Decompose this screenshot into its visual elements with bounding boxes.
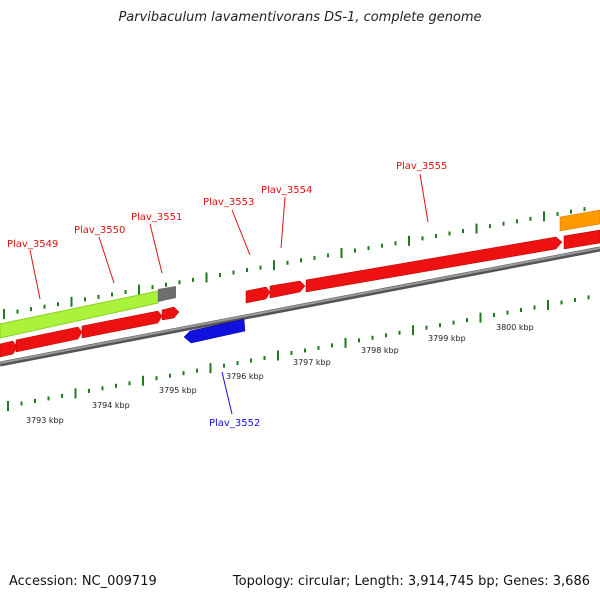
outer-tick-row (3, 207, 586, 319)
label-connectors (29, 173, 429, 415)
gene-arrow-forward[interactable] (245, 286, 271, 304)
gene-arrow-forward[interactable] (15, 326, 83, 353)
gene-arrow-forward[interactable] (563, 229, 600, 250)
accession-text: Accession: NC_009719 (9, 574, 157, 589)
scale-label: 3794 kbp (92, 401, 130, 410)
gene-label-plav-3553: Plav_3553 (203, 197, 254, 208)
genome-summary-text: Topology: circular; Length: 3,914,745 bp… (232, 574, 590, 589)
gene-arrow-forward[interactable] (305, 236, 563, 293)
gray-feature (158, 286, 176, 302)
inner-tick-row (7, 295, 590, 411)
genome-backbone-highlight (0, 247, 600, 364)
orange-feature (559, 209, 600, 232)
highlight-region (0, 290, 159, 339)
scale-label: 3799 kbp (428, 334, 466, 343)
gene-arrow-forward[interactable] (0, 340, 18, 358)
gene-label-plav-3551: Plav_3551 (131, 212, 182, 223)
scale-label: 3796 kbp (226, 372, 264, 381)
gene-label-plav-3552: Plav_3552 (209, 418, 260, 429)
scale-label: 3800 kbp (496, 323, 534, 332)
gene-arrow-forward[interactable] (161, 306, 180, 321)
gene-arrow-forward[interactable] (81, 310, 163, 339)
gene-label-plav-3555: Plav_3555 (396, 161, 447, 172)
gene-arrow-reverse[interactable] (183, 318, 246, 344)
gene-label-plav-3554: Plav_3554 (261, 185, 312, 196)
scale-label: 3798 kbp (361, 346, 399, 355)
scale-label: 3797 kbp (293, 358, 331, 367)
gene-label-plav-3550: Plav_3550 (74, 225, 125, 236)
scale-label: 3793 kbp (26, 416, 64, 425)
map-title: Parvibaculum lavamentivorans DS-1, compl… (118, 10, 482, 25)
gene-arrow-forward[interactable] (269, 280, 306, 299)
scale-label: 3795 kbp (159, 386, 197, 395)
gene-label-plav-3549: Plav_3549 (7, 239, 58, 250)
